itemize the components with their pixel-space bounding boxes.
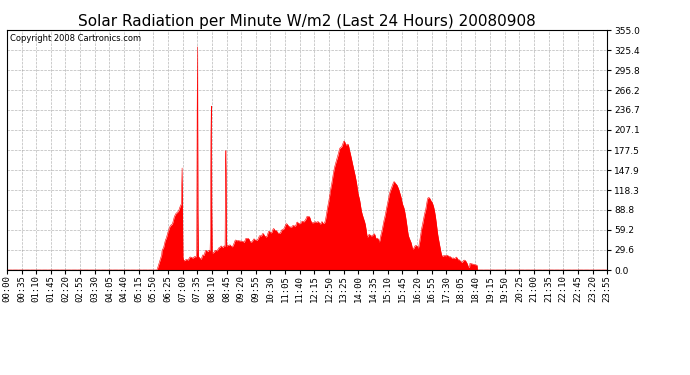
Title: Solar Radiation per Minute W/m2 (Last 24 Hours) 20080908: Solar Radiation per Minute W/m2 (Last 24… [78, 14, 536, 29]
Text: Copyright 2008 Cartronics.com: Copyright 2008 Cartronics.com [10, 34, 141, 43]
